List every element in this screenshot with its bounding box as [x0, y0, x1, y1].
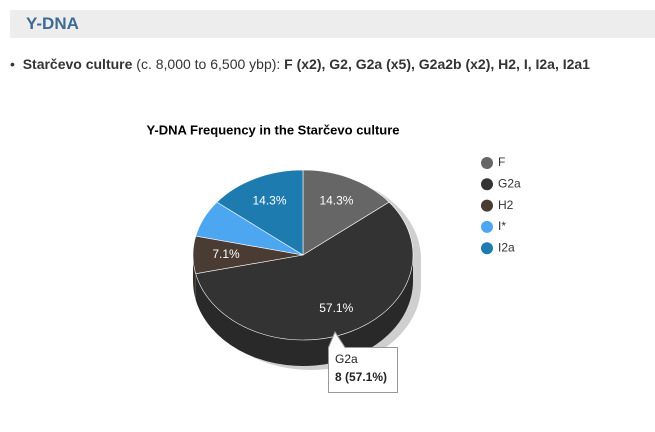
pie-slice-top [195, 201, 414, 341]
legend-label: I* [498, 219, 506, 233]
legend-label: I2a [498, 240, 515, 254]
legend-marker [481, 220, 493, 233]
legend-marker [481, 178, 493, 191]
legend-marker [481, 157, 493, 169]
tooltip-box [328, 330, 398, 393]
pie-slice [216, 169, 304, 256]
pie-slice [302, 169, 390, 256]
pie-slice [195, 201, 414, 367]
tooltip-title: G2a [335, 352, 358, 366]
legend-marker [481, 242, 493, 255]
data-label: 57.1% [319, 301, 353, 315]
legend-label: G2a [498, 176, 521, 190]
data-label: 14.3% [319, 194, 353, 208]
tooltip-text: 8 (57.1%) [335, 370, 387, 384]
data-label: 14.3% [253, 194, 287, 208]
period: (c. 8,000 to 6,500 ybp): [136, 56, 281, 72]
tooltip: G2a 8 (57.1%) [328, 330, 398, 393]
chart-title: Y-DNA Frequency in the Starčevo culture [146, 122, 399, 137]
data-label: 7.1% [212, 247, 240, 261]
pie-slice-top [302, 169, 390, 256]
pie-slice-side [195, 255, 413, 367]
pie-slice-top [216, 169, 304, 256]
section-header: Y-DNA [10, 10, 655, 38]
haplogroups: F (x2), G2, G2a (x5), G2a2b (x2), H2, I,… [284, 56, 590, 72]
legend-label: H2 [498, 198, 514, 212]
culture-link[interactable]: Starčevo culture [22, 56, 133, 72]
legend-label: F [498, 155, 505, 169]
bullet-item: • Starčevo culture (c. 8,000 to 6,500 yb… [10, 56, 590, 72]
section-title: Y-DNA [26, 14, 79, 33]
legend-marker [481, 199, 493, 212]
